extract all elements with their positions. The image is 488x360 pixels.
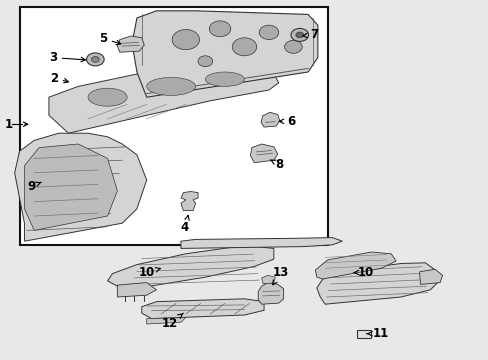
Polygon shape	[261, 112, 279, 127]
Polygon shape	[24, 144, 117, 230]
Polygon shape	[258, 283, 283, 304]
Polygon shape	[15, 133, 146, 241]
Text: 7: 7	[303, 28, 317, 41]
Polygon shape	[419, 269, 442, 284]
Text: 10: 10	[138, 266, 160, 279]
Text: 6: 6	[279, 115, 295, 128]
Ellipse shape	[205, 72, 244, 86]
Text: 2: 2	[50, 72, 68, 85]
Ellipse shape	[146, 77, 195, 95]
Circle shape	[259, 25, 278, 40]
Polygon shape	[117, 283, 156, 297]
Polygon shape	[142, 299, 264, 319]
Circle shape	[209, 21, 230, 37]
Ellipse shape	[88, 88, 127, 106]
Polygon shape	[49, 61, 278, 133]
Text: 4: 4	[181, 215, 189, 234]
Polygon shape	[181, 192, 198, 211]
Polygon shape	[117, 36, 144, 52]
Polygon shape	[181, 238, 342, 248]
Text: 10: 10	[353, 266, 373, 279]
Circle shape	[284, 40, 302, 53]
Circle shape	[198, 56, 212, 67]
Text: 11: 11	[366, 327, 388, 340]
Text: 1: 1	[5, 118, 13, 131]
Polygon shape	[132, 11, 317, 97]
Text: 13: 13	[272, 266, 289, 285]
Text: 12: 12	[162, 313, 183, 330]
Circle shape	[232, 38, 256, 56]
Circle shape	[172, 30, 199, 50]
Text: 5: 5	[99, 32, 121, 45]
Polygon shape	[250, 144, 277, 163]
Polygon shape	[146, 318, 185, 324]
Polygon shape	[107, 246, 273, 290]
Polygon shape	[315, 252, 395, 279]
Polygon shape	[316, 263, 437, 304]
Polygon shape	[261, 275, 275, 284]
Text: 3: 3	[49, 51, 85, 64]
Circle shape	[86, 53, 104, 66]
Text: 9: 9	[28, 180, 41, 193]
Text: 8: 8	[270, 158, 283, 171]
Circle shape	[91, 57, 99, 62]
Circle shape	[295, 32, 303, 38]
Bar	[20, 7, 327, 245]
Circle shape	[290, 28, 308, 41]
Bar	[356, 330, 370, 338]
